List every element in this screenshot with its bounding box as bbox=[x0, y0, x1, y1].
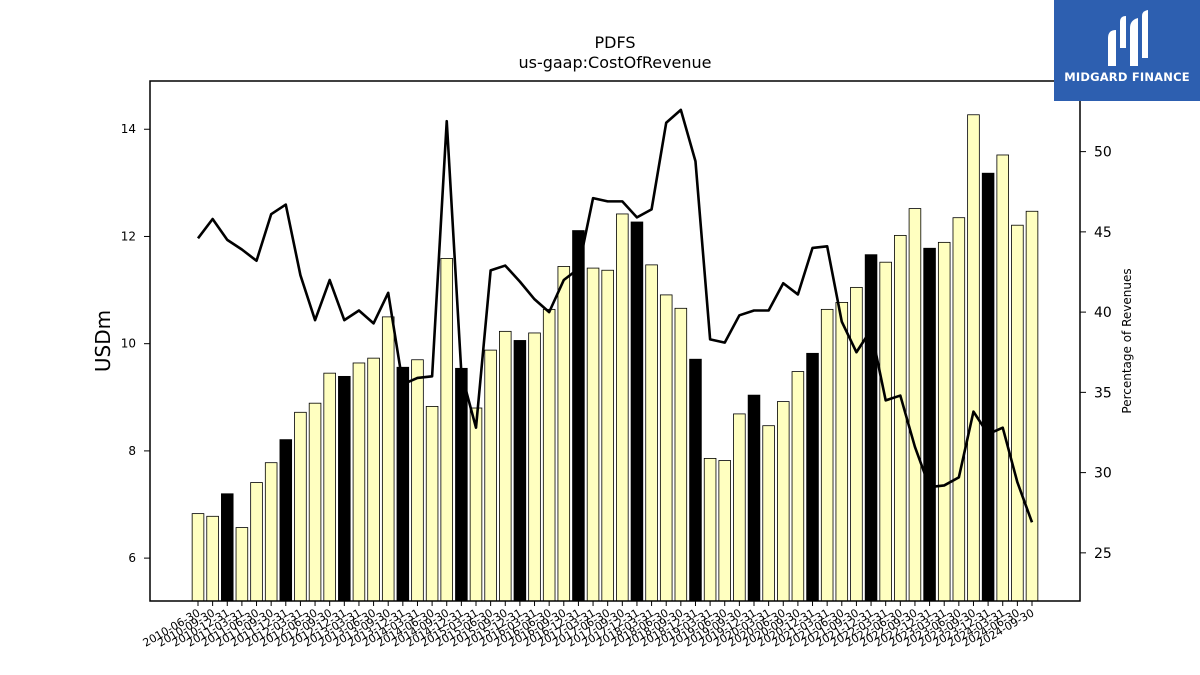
chart-subtitle: us-gaap:CostOfRevenue bbox=[518, 53, 711, 72]
bar-2022-06-30 bbox=[894, 234, 907, 602]
bar-2022-03-31 bbox=[879, 261, 892, 602]
bar-2019-06-30 bbox=[718, 460, 731, 602]
percentage-line bbox=[196, 108, 1034, 523]
bar-2017-06-30 bbox=[601, 269, 614, 602]
bar-2016-03-31 bbox=[528, 332, 541, 602]
y-axis-left: 6 8 10 12 14 bbox=[121, 122, 150, 565]
bar-2012-09-30 bbox=[323, 372, 336, 602]
bar-2023-03-31 bbox=[937, 241, 951, 602]
bar-2021-12-31 bbox=[864, 254, 878, 602]
brand-logo-text: MIDGARD FINANCE bbox=[1064, 70, 1190, 84]
bar-2023-09-30 bbox=[967, 114, 980, 602]
bar-2014-03-31 bbox=[411, 359, 424, 602]
bar-2018-06-30 bbox=[659, 294, 673, 602]
bar-2011-06-30 bbox=[250, 482, 263, 602]
bar-2014-09-30 bbox=[440, 258, 453, 602]
bar-2020-06-30 bbox=[777, 401, 790, 602]
y2-tick-label: 50 bbox=[1094, 145, 1112, 161]
bar-2018-12-31 bbox=[689, 358, 702, 602]
bar-2015-12-31 bbox=[513, 340, 527, 602]
y2-tick-label: 25 bbox=[1094, 546, 1112, 562]
bar-2012-06-30 bbox=[308, 402, 322, 602]
bar-2024-09-30 bbox=[1025, 210, 1039, 602]
y-axis-label: USDm bbox=[91, 310, 115, 372]
x-axis: 2010-06-302010-09-302010-12-312011-03-31… bbox=[141, 601, 1037, 650]
bar-2011-12-31 bbox=[279, 439, 293, 602]
y-tick-label: 6 bbox=[128, 551, 136, 565]
bar-2020-03-31 bbox=[762, 425, 775, 602]
bar-2013-03-31 bbox=[352, 362, 366, 602]
brand-logo: MIDGARD FINANCE bbox=[1054, 0, 1200, 101]
bar-2017-09-30 bbox=[616, 213, 629, 602]
bar-2016-06-30 bbox=[542, 308, 556, 602]
plot-frame bbox=[149, 80, 1081, 602]
bar-2021-09-30 bbox=[850, 286, 863, 602]
bar-2020-09-30 bbox=[791, 371, 805, 602]
bar-2014-12-31 bbox=[455, 367, 468, 602]
line-series bbox=[196, 108, 1034, 523]
bar-2016-09-30 bbox=[557, 266, 571, 602]
bar-2016-12-31 bbox=[572, 230, 585, 602]
bar-2013-06-30 bbox=[367, 357, 380, 602]
y2-tick-label: 30 bbox=[1094, 466, 1112, 482]
y-axis-right: 25 30 35 40 45 50 bbox=[1080, 145, 1112, 562]
bar-2017-03-31 bbox=[586, 267, 600, 602]
bar-2013-12-31 bbox=[396, 366, 410, 602]
bar-2018-03-31 bbox=[645, 264, 658, 602]
bar-2010-12-31 bbox=[221, 493, 234, 602]
bar-2018-09-30 bbox=[674, 307, 688, 602]
bar-2024-03-31 bbox=[996, 154, 1009, 602]
bar-2021-03-31 bbox=[820, 308, 834, 602]
bar-2013-09-30 bbox=[381, 316, 395, 602]
chart-title: PDFS bbox=[594, 33, 635, 52]
bar-2017-12-31 bbox=[630, 221, 644, 602]
y2-tick-label: 40 bbox=[1094, 305, 1112, 321]
y-tick-label: 10 bbox=[121, 337, 136, 351]
bar-2019-09-30 bbox=[733, 413, 746, 602]
bar-2020-12-31 bbox=[806, 352, 819, 602]
bar-2014-06-30 bbox=[425, 405, 439, 602]
bar-2015-03-31 bbox=[469, 407, 483, 602]
midgard-logo-icon bbox=[1108, 10, 1148, 66]
bar-2022-12-31 bbox=[923, 247, 936, 602]
bar-2011-09-30 bbox=[264, 462, 278, 602]
bar-2015-09-30 bbox=[499, 330, 512, 602]
bar-2024-06-30 bbox=[1011, 224, 1024, 602]
bar-2021-06-30 bbox=[835, 301, 849, 602]
bar-2022-09-30 bbox=[908, 208, 922, 602]
bar-2019-12-31 bbox=[747, 394, 761, 602]
y-tick-label: 14 bbox=[121, 122, 136, 136]
bar-2019-03-31 bbox=[703, 457, 717, 602]
bar-2012-03-31 bbox=[294, 411, 307, 602]
y2-tick-label: 35 bbox=[1094, 385, 1112, 401]
y2-tick-label: 45 bbox=[1094, 225, 1112, 241]
bar-2010-09-30 bbox=[206, 515, 219, 602]
bar-2023-12-31 bbox=[981, 172, 995, 602]
bar-2023-06-30 bbox=[952, 217, 966, 602]
bar-2011-03-31 bbox=[235, 527, 249, 602]
bar-series bbox=[191, 114, 1039, 602]
y-tick-label: 12 bbox=[121, 229, 136, 243]
y-tick-label: 8 bbox=[128, 444, 136, 458]
bar-2010-06-30 bbox=[191, 513, 205, 602]
bar-2015-06-30 bbox=[484, 349, 497, 602]
bar-2012-12-31 bbox=[338, 375, 351, 602]
y2-axis-label: Percentage of Revenues bbox=[1120, 268, 1134, 413]
